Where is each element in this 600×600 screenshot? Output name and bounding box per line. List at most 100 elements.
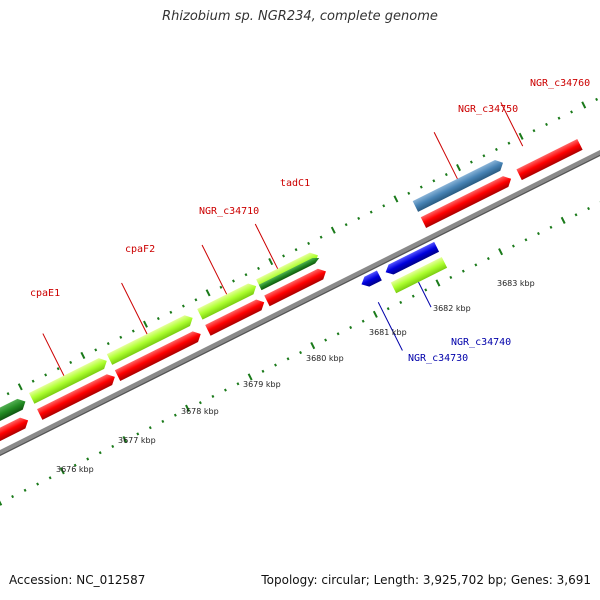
minor-tick	[31, 379, 35, 383]
minor-tick	[411, 294, 415, 298]
minor-tick	[307, 241, 311, 245]
minor-tick	[524, 238, 528, 242]
tick-row-top	[6, 97, 599, 396]
gene-arrow-blue	[385, 241, 440, 275]
minor-tick	[48, 476, 52, 480]
gene-label: tadC1	[280, 178, 310, 189]
accession-text: Accession: NC_012587	[9, 573, 146, 587]
minor-tick	[537, 232, 540, 236]
minor-tick	[319, 235, 323, 239]
gene-label: cpaE1	[30, 288, 60, 299]
minor-tick	[494, 147, 498, 152]
major-tick	[393, 195, 399, 203]
genome-backbone	[0, 121, 600, 465]
minor-tick	[36, 482, 40, 486]
gene-arrow-red	[264, 268, 326, 307]
minor-tick	[369, 210, 373, 214]
minor-tick	[294, 248, 298, 252]
minor-tick	[386, 307, 390, 311]
minor-tick	[236, 382, 240, 386]
gene-label: NGR_c34740	[451, 337, 511, 348]
minor-tick	[23, 488, 27, 492]
minor-tick	[86, 457, 90, 461]
minor-tick	[223, 388, 227, 392]
minor-tick	[219, 285, 223, 289]
minor-tick	[156, 317, 160, 321]
minor-tick	[461, 269, 465, 273]
scale-label: 3682 kbp	[433, 304, 471, 313]
minor-tick	[198, 401, 202, 405]
minor-tick	[336, 332, 340, 336]
major-tick	[560, 216, 566, 224]
major-tick	[17, 383, 23, 391]
minor-tick	[211, 394, 215, 398]
minor-tick	[482, 154, 486, 158]
genome-backbone-shadow	[0, 124, 600, 466]
minor-tick	[344, 223, 348, 227]
gene-arrow-lime	[106, 315, 193, 365]
minor-tick	[419, 185, 423, 189]
minor-tick	[161, 419, 165, 423]
gene-label: NGR_c34730	[408, 353, 468, 364]
major-tick	[435, 279, 441, 287]
major-tick	[498, 248, 504, 256]
minor-tick	[6, 392, 10, 396]
scale-labels: 3676 kbp 3677 kbp 3678 kbp 3679 kbp 3680…	[56, 279, 535, 474]
gene-label: NGR_c34750	[458, 104, 518, 115]
major-tick	[372, 310, 378, 318]
major-tick	[581, 101, 587, 109]
minor-tick	[532, 129, 536, 133]
minor-tick	[119, 335, 123, 339]
major-tick	[185, 404, 190, 412]
minor-tick	[244, 273, 248, 277]
gene-arrow-blue	[361, 270, 382, 287]
major-tick	[59, 467, 65, 475]
gene-arrow-lime	[0, 398, 26, 434]
minor-tick	[274, 363, 277, 367]
gene-arrow-red	[205, 299, 265, 336]
map-content	[0, 97, 600, 506]
minor-tick	[486, 257, 490, 261]
forward-features	[0, 160, 504, 434]
minor-tick	[136, 432, 140, 436]
minor-tick	[299, 350, 303, 355]
gene-labels: cpaE1 cpaF2 NGR_c34710 tadC1 NGR_c34750 …	[30, 78, 590, 364]
gene-arrow-red	[0, 417, 29, 450]
major-tick	[80, 351, 86, 360]
gene-arrow-lime	[28, 358, 107, 404]
scale-label: 3680 kbp	[306, 354, 344, 363]
scale-label: 3679 kbp	[243, 380, 281, 389]
minor-tick	[106, 342, 110, 346]
minor-tick	[557, 116, 561, 120]
genome-stats-text: Topology: circular; Length: 3,925,702 bp…	[261, 573, 591, 587]
minor-tick	[570, 110, 574, 114]
gene-label: cpaF2	[125, 244, 155, 255]
minor-tick	[73, 463, 77, 467]
minor-tick	[399, 300, 403, 305]
minor-tick	[444, 172, 448, 177]
minor-tick	[194, 298, 198, 302]
major-tick	[0, 498, 3, 506]
reverse-features	[0, 138, 583, 450]
gene-arrow-lime	[390, 257, 448, 294]
minor-tick	[574, 213, 578, 217]
scale-label: 3677 kbp	[118, 436, 156, 445]
minor-tick	[507, 141, 511, 145]
scale-label: 3681 kbp	[369, 328, 407, 337]
gene-label: NGR_c34710	[199, 206, 259, 217]
minor-tick	[424, 288, 428, 292]
minor-tick	[232, 279, 235, 283]
gene-arrow-red	[37, 374, 115, 420]
gene-arrow-red	[114, 331, 201, 381]
minor-tick	[56, 367, 60, 371]
major-tick	[268, 257, 274, 266]
major-tick	[330, 226, 336, 234]
minor-tick	[361, 319, 365, 323]
minor-tick	[257, 266, 260, 271]
minor-tick	[173, 413, 177, 417]
minor-tick	[549, 225, 553, 229]
gene-label: NGR_c34760	[530, 78, 590, 89]
major-tick	[247, 373, 253, 381]
gene-leader-lines	[42, 102, 524, 376]
